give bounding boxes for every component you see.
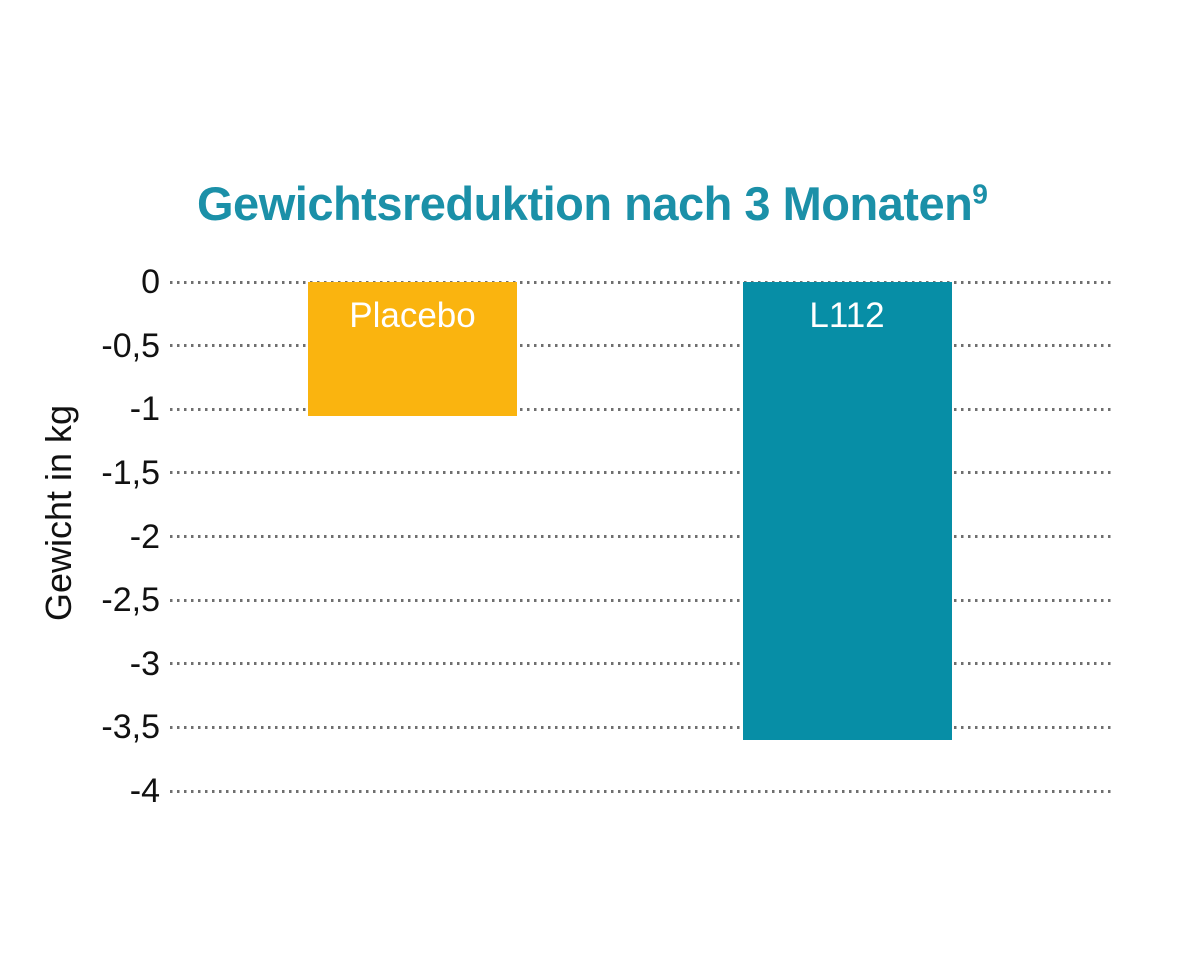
y-tick-label: -2,5: [101, 581, 160, 620]
bar-placebo: Placebo: [308, 282, 517, 416]
bar-l112: L112: [742, 282, 952, 741]
y-tick-label: 0: [141, 263, 160, 301]
gridline: [170, 471, 1113, 475]
y-tick-label: -4: [129, 772, 160, 810]
y-tick-label: -3,5: [101, 708, 160, 747]
y-tick-label: -1,5: [101, 453, 160, 492]
y-tick-label: -2: [129, 517, 160, 556]
chart-title: Gewichtsreduktion nach 3 Monaten9: [197, 176, 988, 231]
gridline: [170, 598, 1113, 602]
y-tick-label: -1: [129, 390, 160, 429]
bar-label-l112: L112: [809, 296, 885, 335]
bar-label-placebo: Placebo: [349, 296, 476, 335]
gridline: [170, 535, 1113, 538]
gridline: [170, 407, 1113, 411]
gridline: [170, 725, 1113, 729]
gridline: [170, 789, 1113, 793]
footnote-reference: 9: [972, 177, 988, 210]
y-tick-label: -3: [129, 644, 160, 683]
gridline: [170, 280, 1113, 284]
gridline: [170, 344, 1113, 348]
y-tick-label: -0,5: [101, 326, 160, 365]
chart-title-text: Gewichtsreduktion nach 3 Monaten: [197, 177, 973, 230]
gridline: [170, 662, 1113, 666]
plot-area: Placebo L112: [170, 280, 1113, 793]
